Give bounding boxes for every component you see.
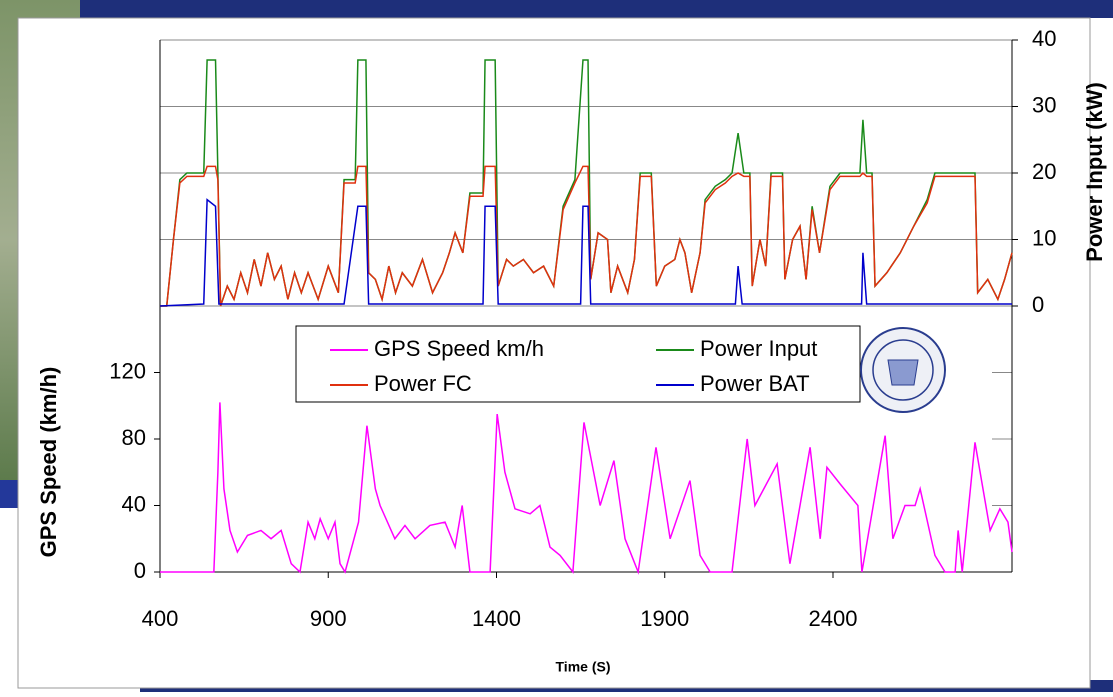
y-axis-title: GPS Speed (km/h) [36,367,61,558]
y2-axis-title: Power Input (kW) [1082,82,1107,262]
legend-label: Power FC [374,371,472,396]
y-tick-label: 40 [122,491,146,516]
y2-tick-label: 10 [1032,225,1056,250]
x-tick-label: 400 [142,606,179,631]
y-tick-label: 120 [109,358,146,383]
legend-label: Power Input [700,336,817,361]
legend-box [295,325,861,403]
y2-tick-label: 40 [1032,26,1056,51]
top-bar [0,0,1113,18]
y-tick-label: 80 [122,425,146,450]
series-line [160,402,1013,575]
legend-label: GPS Speed km/h [374,336,544,361]
y2-tick-label: 20 [1032,159,1056,184]
x-tick-label: 1400 [472,606,521,631]
x-tick-label: 900 [310,606,347,631]
series-line [159,198,1012,307]
y2-tick-label: 30 [1032,92,1056,117]
series-line [160,165,1013,307]
x-tick-label: 2400 [809,606,858,631]
logo-shield [887,359,919,386]
plot-area [154,39,1018,578]
y-tick-label: 0 [134,558,146,583]
x-axis-title: Time (S) [556,659,611,675]
x-tick-label: 1900 [640,606,689,631]
logo-inner [872,339,934,401]
logo [860,327,946,413]
legend-label: Power BAT [700,371,810,396]
y2-tick-label: 0 [1032,292,1044,317]
